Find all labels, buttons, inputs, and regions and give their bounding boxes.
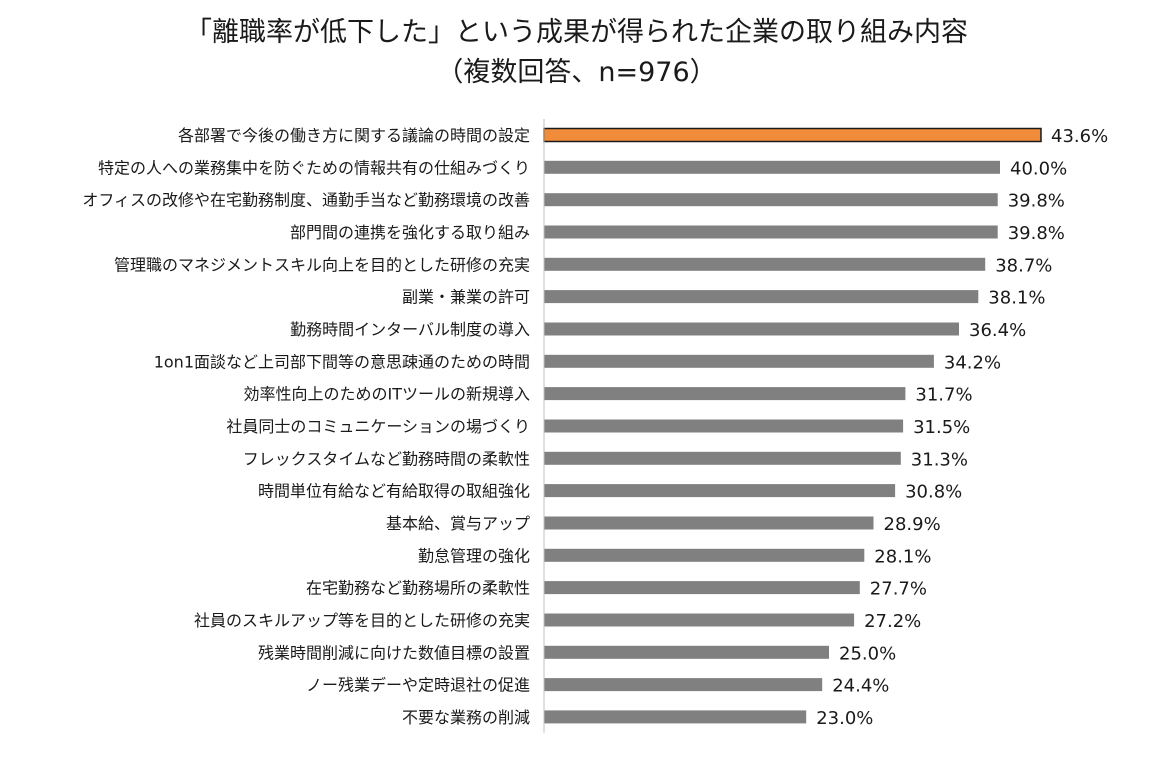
category-label: 不要な業務の削減 <box>402 708 530 727</box>
chart-title: 「離職率が低下した」という成果が得られた企業の取り組み内容 <box>185 17 968 48</box>
category-label: 管理職のマネジメントスキル向上を目的とした研修の充実 <box>114 255 530 274</box>
value-label: 30.8% <box>905 482 962 503</box>
value-label: 24.4% <box>832 676 889 697</box>
category-label: 副業・兼業の許可 <box>402 288 530 307</box>
value-label: 31.7% <box>915 385 972 406</box>
bar-8 <box>544 354 934 368</box>
category-label: 基本給、賞与アップ <box>386 514 530 533</box>
value-label: 31.3% <box>911 449 968 470</box>
category-label: ノー残業デーや定時退社の促進 <box>306 676 530 695</box>
value-label: 31.5% <box>913 417 970 438</box>
value-label: 23.0% <box>816 708 873 729</box>
value-label: 28.1% <box>874 546 931 567</box>
bar-9 <box>544 387 906 401</box>
bar-5 <box>544 257 986 271</box>
bar-19 <box>544 710 807 724</box>
value-label: 27.2% <box>864 611 921 632</box>
value-label: 39.8% <box>1008 191 1065 212</box>
value-label: 38.7% <box>995 255 1052 276</box>
value-label: 38.1% <box>988 288 1045 309</box>
bar-7 <box>544 322 959 336</box>
bar-11 <box>544 451 901 465</box>
value-label: 28.9% <box>884 514 941 535</box>
category-label: 残業時間削減に向けた数値目標の設置 <box>258 643 530 662</box>
category-label: フレックスタイムなど勤務時間の柔軟性 <box>243 449 530 468</box>
value-label: 39.8% <box>1008 223 1065 244</box>
bar-12 <box>544 484 896 498</box>
bar-10 <box>544 419 904 433</box>
value-label: 40.0% <box>1010 158 1067 179</box>
category-label: 効率性向上のためのITツールの新規導入 <box>244 385 531 404</box>
category-label: 1on1面談など上司部下間等の意思疎通のための時間 <box>154 352 530 371</box>
bar-13 <box>544 516 874 530</box>
value-label: 36.4% <box>969 320 1026 341</box>
category-label: オフィスの改修や在宅勤務制度、通勤手当など勤務環境の改善 <box>82 191 530 210</box>
value-label: 27.7% <box>870 579 927 600</box>
bar-1 <box>543 127 1042 143</box>
category-label: 社員のスキルアップ等を目的とした研修の充実 <box>194 611 530 630</box>
category-label: 特定の人への業務集中を防ぐための情報共有の仕組みづくり <box>98 158 530 177</box>
value-label: 25.0% <box>839 643 896 664</box>
value-label: 34.2% <box>944 352 1001 373</box>
value-label: 43.6% <box>1051 126 1108 147</box>
bar-15 <box>544 581 860 595</box>
category-label: 時間単位有給など有給取得の取組強化 <box>258 482 530 501</box>
category-label: 在宅勤務など勤務場所の柔軟性 <box>306 579 530 598</box>
category-label: 各部署で今後の働き方に関する議論の時間の設定 <box>178 126 530 145</box>
bar-18 <box>544 678 823 692</box>
category-label: 部門間の連携を強化する取り組み <box>290 223 530 242</box>
category-label: 勤怠管理の強化 <box>418 546 530 565</box>
bar-17 <box>544 645 829 659</box>
bar-2 <box>544 160 1000 174</box>
bar-14 <box>544 548 865 562</box>
bar-4 <box>544 225 998 239</box>
category-label: 社員同士のコミュニケーションの場づくり <box>226 417 530 436</box>
bar-3 <box>544 193 998 207</box>
bar-6 <box>544 290 979 304</box>
bar-16 <box>544 613 855 627</box>
category-label: 勤務時間インターバル制度の導入 <box>290 320 530 339</box>
chart-subtitle: （複数回答、n=976） <box>436 57 717 88</box>
